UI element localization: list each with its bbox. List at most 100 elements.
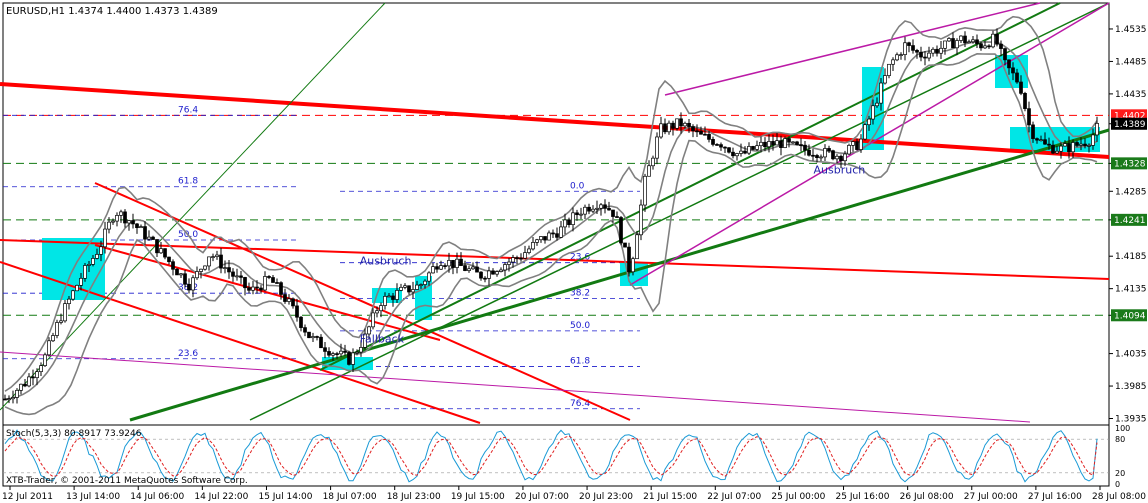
candle <box>679 118 683 127</box>
candle <box>1087 145 1091 147</box>
price-badge <box>1111 213 1147 226</box>
candle <box>655 136 659 159</box>
price-axis-label: 1.4285 <box>1115 187 1147 197</box>
candle <box>979 43 983 49</box>
candle <box>767 141 771 148</box>
candle <box>195 271 199 279</box>
bollinger-lower <box>4 53 1098 416</box>
candle <box>323 347 327 352</box>
candle <box>587 206 591 212</box>
candle <box>399 286 403 291</box>
candle <box>899 54 903 56</box>
bollinger-middle <box>4 41 1098 400</box>
time-axis-label: 14 Jul 06:00 <box>130 492 184 502</box>
candle <box>867 118 871 126</box>
candle <box>891 59 895 65</box>
price-badge-label: 1.4241 <box>1114 216 1146 226</box>
candle <box>227 267 231 273</box>
candle <box>599 204 603 209</box>
candle <box>859 138 863 150</box>
candle <box>287 298 291 302</box>
time-axis-label: 12 Jul 2011 <box>2 492 53 502</box>
candle <box>191 277 195 291</box>
candle <box>567 219 571 225</box>
candle <box>963 35 967 44</box>
candle <box>871 105 875 120</box>
candle <box>291 298 295 307</box>
candle <box>335 353 339 355</box>
candle <box>167 256 171 263</box>
candle <box>663 123 667 133</box>
candle <box>23 383 27 387</box>
candle <box>207 256 211 267</box>
candle <box>111 220 115 223</box>
candle <box>911 45 915 51</box>
candle <box>527 248 531 253</box>
candle <box>967 41 971 44</box>
candle <box>343 350 347 353</box>
time-axis-label: 25 Jul 16:00 <box>836 492 890 502</box>
candle <box>367 326 371 335</box>
candle <box>431 266 435 274</box>
candle <box>907 42 911 46</box>
price-badge <box>1111 309 1147 322</box>
candle <box>999 43 1003 49</box>
candle <box>251 286 255 291</box>
candle <box>639 204 643 236</box>
candle <box>307 331 311 339</box>
candle <box>1075 142 1079 146</box>
candle <box>423 280 427 285</box>
candle <box>779 140 783 148</box>
candle <box>675 118 679 129</box>
candle <box>595 207 599 210</box>
candle <box>3 398 7 401</box>
candle <box>47 340 51 356</box>
candle <box>959 35 963 41</box>
candle <box>559 226 563 238</box>
candle <box>927 52 931 59</box>
candle <box>235 275 239 278</box>
candle <box>211 256 215 258</box>
fib-level-label: 50.0 <box>570 321 590 331</box>
time-axis-label: 18 Jul 23:00 <box>387 492 441 502</box>
candle <box>151 236 155 240</box>
candle <box>991 33 995 48</box>
candle <box>159 248 163 254</box>
time-axis-label: 15 Jul 14:00 <box>258 492 312 502</box>
candle <box>55 322 59 336</box>
candle <box>823 148 827 158</box>
down-channel-mid <box>94 244 441 341</box>
candle <box>495 271 499 275</box>
candle <box>783 138 787 148</box>
candle <box>127 220 131 224</box>
candle <box>315 336 319 338</box>
chart-annotation: Fallback <box>360 333 405 346</box>
candle <box>539 236 543 241</box>
candle <box>543 236 547 241</box>
candle <box>1063 143 1067 147</box>
candle <box>359 347 363 353</box>
candle <box>299 316 303 328</box>
candle <box>919 51 923 58</box>
candle <box>879 82 883 104</box>
candle <box>487 270 491 279</box>
candle <box>311 336 315 339</box>
candle <box>451 260 455 268</box>
candle <box>903 42 907 55</box>
candle <box>215 254 219 257</box>
candle <box>375 310 379 314</box>
candle <box>395 290 399 300</box>
candle <box>107 221 111 230</box>
candle <box>691 126 695 132</box>
candle <box>7 398 11 401</box>
time-axis-label: 25 Jul 00:00 <box>771 492 825 502</box>
candle <box>131 220 135 225</box>
candle <box>951 38 955 49</box>
candle <box>995 33 999 45</box>
candle <box>707 134 711 140</box>
candle <box>883 75 887 84</box>
candle <box>355 351 359 354</box>
candle <box>187 283 191 291</box>
candle <box>699 130 703 135</box>
